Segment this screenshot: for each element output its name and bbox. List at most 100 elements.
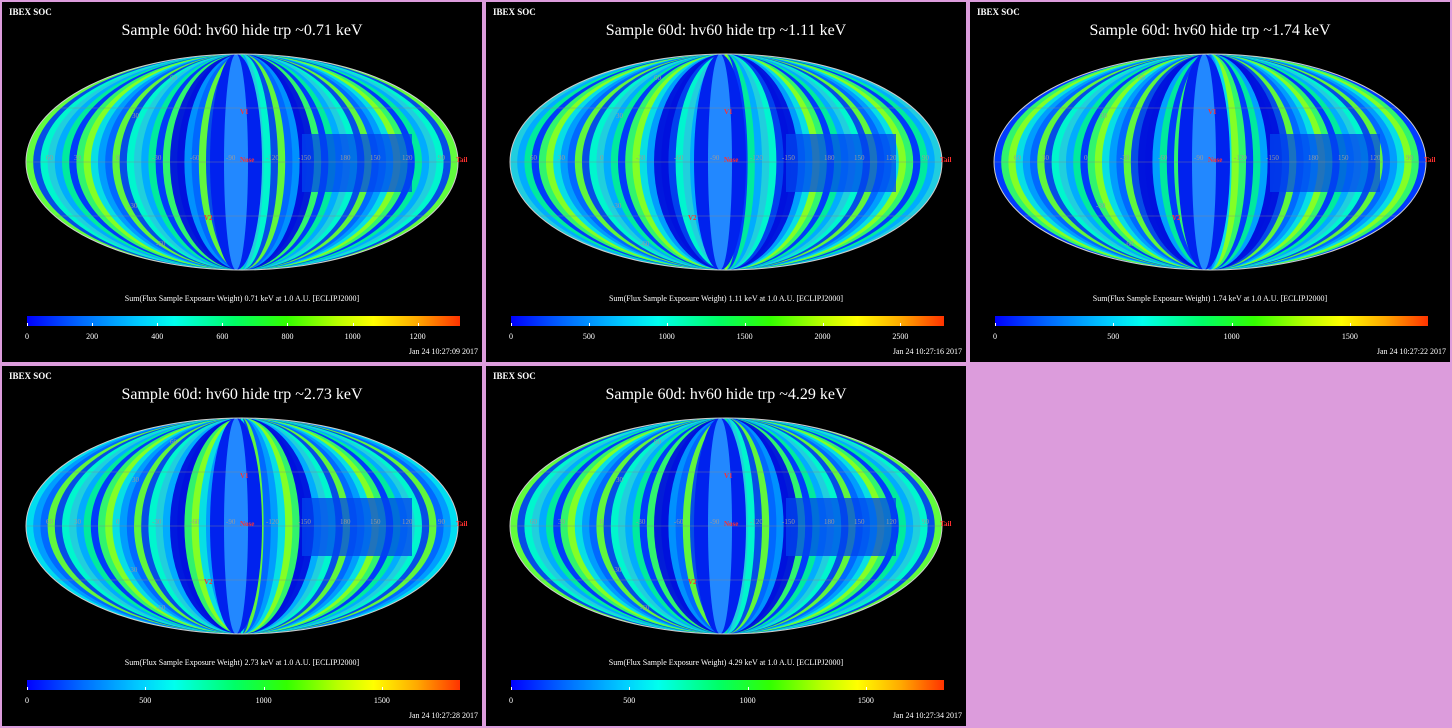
colorbar-tick-label: 1500: [1341, 332, 1358, 341]
colorbar-tick-mark: [744, 323, 746, 326]
colorbar: [511, 680, 944, 690]
longitude-label: -30: [152, 518, 162, 526]
marker-v2: V2: [688, 214, 697, 222]
timestamp: Jan 24 10:27:16 2017: [892, 347, 962, 356]
longitude-label: 60: [46, 154, 54, 162]
longitude-label: 120: [1370, 154, 1381, 162]
marker-v1: V1: [240, 472, 249, 480]
longitude-label: -150: [782, 518, 795, 526]
latitude-label: 30: [616, 476, 624, 484]
longitude-label: -90: [226, 518, 236, 526]
latitude-label: -60: [1124, 240, 1134, 248]
marker-nose: Nose: [724, 156, 738, 164]
longitude-label: -120: [750, 154, 763, 162]
colorbar-tick-mark: [1349, 323, 1351, 326]
colorbar-tick-label: 1000: [658, 332, 675, 341]
colorbar-tick-label: 0: [993, 332, 997, 341]
longitude-label: -60: [190, 518, 200, 526]
latitude-label: -60: [640, 604, 650, 612]
longitude-label: 60: [46, 518, 54, 526]
colorbar-tick-label: 500: [139, 696, 152, 705]
marker-v2: V2: [204, 578, 213, 586]
panel-header: IBEX SOC: [493, 7, 536, 17]
panel-header: IBEX SOC: [9, 7, 52, 17]
colorbar-caption: Sum(Flux Sample Exposure Weight) 2.73 ke…: [124, 658, 360, 667]
longitude-label: -90: [1194, 154, 1204, 162]
sky-map: 60 30 0 -30 -60 -90 -120 -150 180 150 120 90 60 30 -30…: [509, 53, 951, 271]
longitude-label: 120: [886, 518, 897, 526]
longitude-label: -90: [710, 518, 720, 526]
colorbar: [995, 316, 1428, 326]
map-panel: IBEX SOC Sample 60d: hv60 hide trp ~1.11 …: [486, 2, 966, 362]
marker-nose: Nose: [1208, 156, 1222, 164]
longitude-label: 90: [922, 518, 930, 526]
colorbar-tick-mark: [145, 687, 147, 690]
colorbar-tick-mark: [417, 323, 419, 326]
map-panel: IBEX SOC Sample 60d: hv60 hide trp ~2.73 …: [2, 366, 482, 726]
colorbar-tick-label: 200: [86, 332, 99, 341]
colorbar-tick-label: 1500: [373, 696, 390, 705]
longitude-label: 90: [438, 154, 446, 162]
map-panel: IBEX SOC Sample 60d: hv60 hide trp ~0.71 …: [2, 2, 482, 362]
latitude-label: 30: [132, 112, 140, 120]
map-panel: IBEX SOC Sample 60d: hv60 hide trp ~1.74 …: [970, 2, 1450, 362]
longitude-label: -120: [750, 518, 763, 526]
longitude-label: 30: [74, 154, 82, 162]
longitude-label: -120: [266, 154, 279, 162]
longitude-label: 0: [116, 154, 120, 162]
longitude-label: 60: [530, 518, 538, 526]
longitude-label: 30: [1042, 154, 1050, 162]
longitude-label: 180: [1308, 154, 1319, 162]
longitude-label: -60: [1158, 154, 1168, 162]
longitude-label: -30: [636, 154, 646, 162]
latitude-label: -30: [128, 566, 138, 574]
colorbar-tick-label: 1500: [857, 696, 874, 705]
latitude-label: -30: [128, 202, 138, 210]
longitude-label: -30: [152, 154, 162, 162]
longitude-label: 120: [402, 518, 413, 526]
map-panel: IBEX SOC Sample 60d: hv60 hide trp ~4.29 …: [486, 366, 966, 726]
longitude-label: 60: [1014, 154, 1022, 162]
colorbar-tick-mark: [511, 687, 512, 690]
colorbar-tick-mark: [222, 323, 224, 326]
latitude-label: -30: [1096, 202, 1106, 210]
marker-v1: V1: [1208, 108, 1217, 116]
longitude-label: 150: [1338, 154, 1349, 162]
marker-v2: V2: [688, 578, 697, 586]
panel-title: Sample 60d: hv60 hide trp ~1.11 keV: [605, 22, 847, 39]
colorbar-tick-label: 0: [25, 696, 29, 705]
longitude-label: 0: [600, 154, 604, 162]
sky-map: 60 30 0 -30 -60 -90 -120 -150 180 150 120 90 60 30 -30…: [25, 417, 467, 635]
latitude-label: 30: [616, 112, 624, 120]
latitude-label: -60: [156, 604, 166, 612]
latitude-label: 60: [170, 74, 178, 82]
timestamp: Jan 24 10:27:28 2017: [408, 711, 478, 720]
colorbar-tick-mark: [287, 323, 289, 326]
longitude-label: -60: [674, 518, 684, 526]
longitude-label: 0: [1084, 154, 1088, 162]
sky-map: 60 30 0 -30 -60 -90 -120 -150 180 150 120 90 60 30 -30…: [509, 417, 951, 635]
longitude-label: -150: [1266, 154, 1279, 162]
colorbar-tick-label: 1000: [739, 696, 756, 705]
longitude-label: 60: [530, 154, 538, 162]
longitude-label: -120: [1234, 154, 1247, 162]
marker-tail: Tail: [940, 520, 951, 528]
longitude-label: 180: [824, 518, 835, 526]
panel-title: Sample 60d: hv60 hide trp ~4.29 keV: [605, 386, 847, 403]
colorbar-tick-label: 500: [582, 332, 595, 341]
longitude-label: 0: [116, 518, 120, 526]
colorbar-tick-mark: [865, 687, 867, 690]
colorbar-tick-mark: [27, 323, 28, 326]
marker-nose: Nose: [724, 520, 738, 528]
longitude-label: 150: [854, 154, 865, 162]
marker-v2: V2: [1172, 214, 1181, 222]
longitude-label: 90: [438, 518, 446, 526]
panel-title: Sample 60d: hv60 hide trp ~1.74 keV: [1089, 22, 1331, 39]
colorbar-tick-label: 2000: [814, 332, 831, 341]
longitude-label: -90: [710, 154, 720, 162]
colorbar-caption: Sum(Flux Sample Exposure Weight) 1.11 ke…: [608, 294, 844, 303]
timestamp: Jan 24 10:27:09 2017: [408, 347, 478, 356]
longitude-label: 30: [558, 518, 566, 526]
colorbar-tick-label: 2500: [892, 332, 909, 341]
timestamp: Jan 24 10:27:34 2017: [892, 711, 962, 720]
